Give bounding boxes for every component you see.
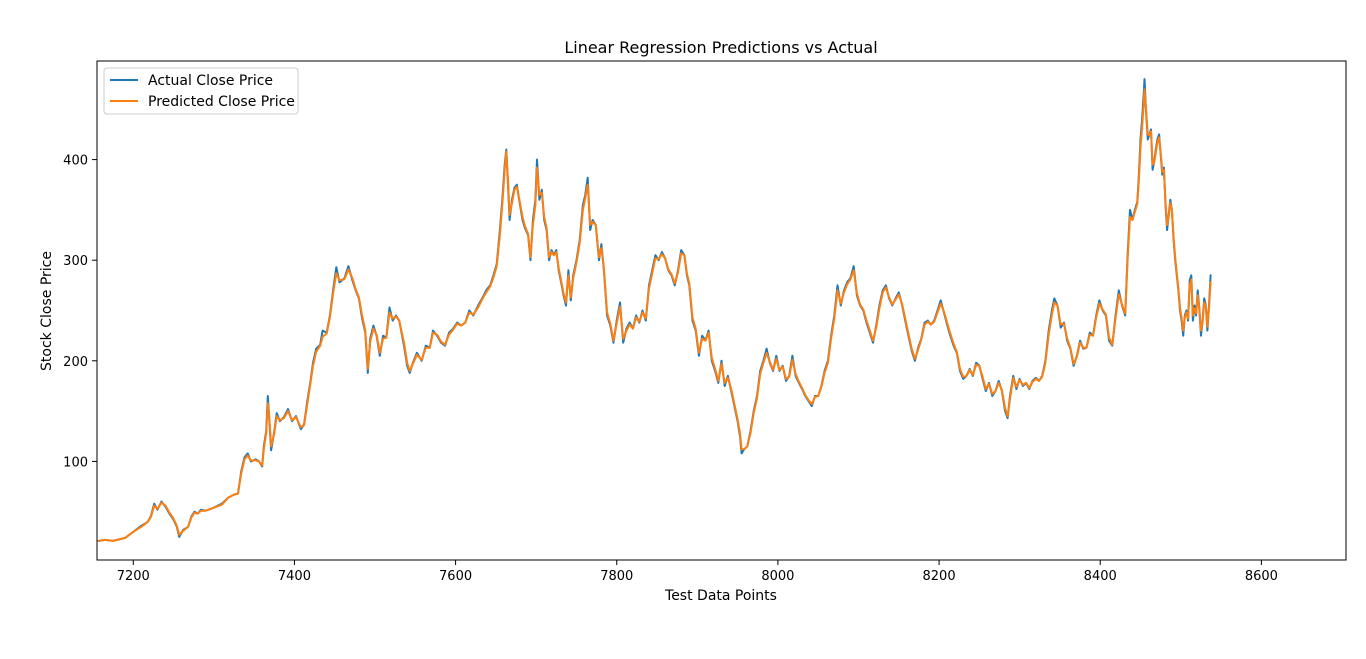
series-line-predicted	[97, 88, 1212, 542]
legend-label-predicted: Predicted Close Price	[148, 94, 295, 110]
y-tick-label: 200	[63, 355, 88, 370]
x-tick-label: 7800	[600, 569, 633, 584]
plot-frame	[96, 60, 1347, 561]
legend-label-actual: Actual Close Price	[148, 73, 273, 89]
y-axis: 100 200 300 400	[63, 154, 97, 470]
x-tick-label: 8600	[1245, 569, 1278, 584]
x-tick-label: 8400	[1084, 569, 1117, 584]
x-axis: 7200 7400 7600 7800 8000 8200 8400 8600	[117, 560, 1278, 584]
y-tick-label: 100	[63, 455, 88, 470]
x-tick-label: 7600	[439, 569, 472, 584]
y-tick-label: 400	[63, 154, 88, 169]
series-layer	[97, 78, 1212, 542]
legend-box	[103, 67, 299, 115]
x-tick-label: 7400	[278, 569, 311, 584]
chart-title: Linear Regression Predictions vs Actual	[564, 38, 877, 57]
y-tick-label: 300	[63, 254, 88, 269]
x-axis-label: Test Data Points	[664, 588, 777, 604]
x-tick-label: 8000	[761, 569, 794, 584]
x-tick-label: 7200	[117, 569, 150, 584]
x-tick-label: 8200	[923, 569, 956, 584]
legend: Actual Close Price Predicted Close Price	[103, 67, 299, 115]
y-axis-label: Stock Close Price	[39, 251, 55, 371]
